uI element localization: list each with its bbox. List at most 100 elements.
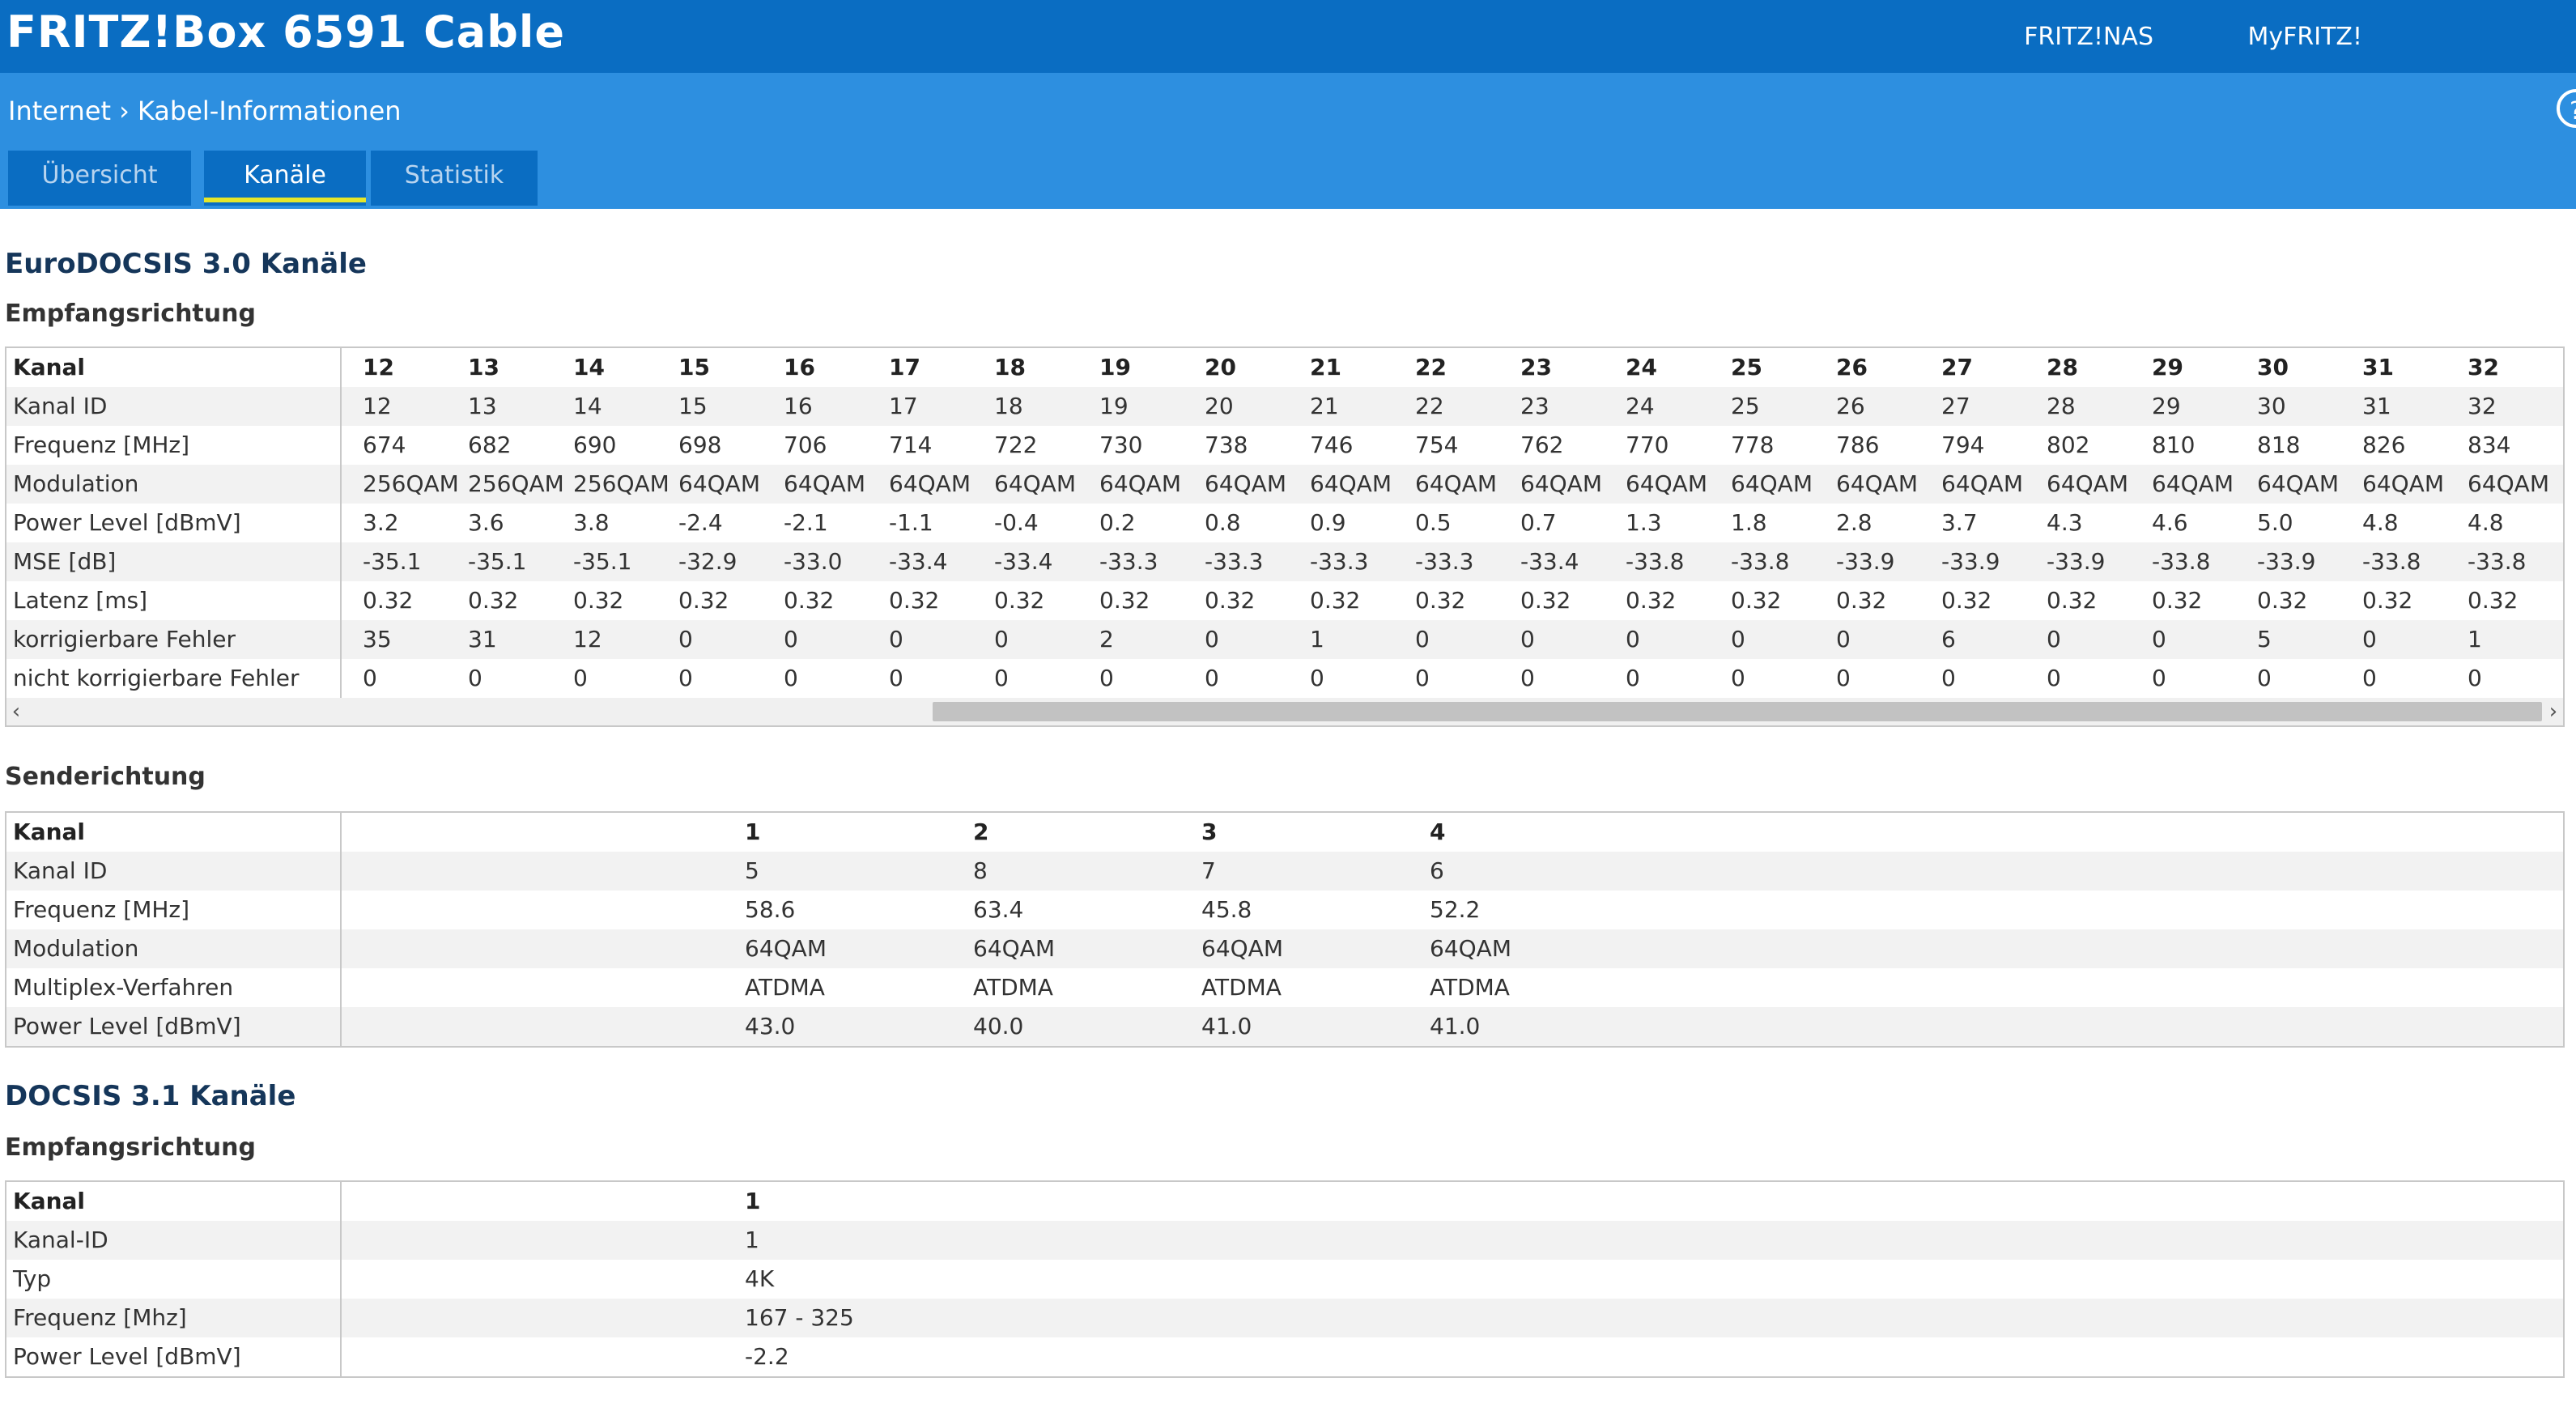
scrollbar-thumb[interactable] bbox=[933, 702, 2542, 721]
table-cell: 7 bbox=[1201, 857, 1216, 884]
table-cell: 31 bbox=[468, 626, 497, 653]
help-icon[interactable]: ? bbox=[2557, 89, 2576, 128]
table-cell: 0.32 bbox=[1626, 587, 1677, 614]
table-cell: 24 bbox=[1626, 393, 1655, 419]
table-row: Typ 4K bbox=[6, 1260, 2563, 1299]
table-cell: 0 bbox=[2468, 665, 2482, 691]
table-cell: 0 bbox=[2047, 626, 2061, 653]
row-label: Multiplex-Verfahren bbox=[6, 968, 342, 1007]
table-cell: 794 bbox=[1941, 432, 1985, 458]
table-cell: 0 bbox=[784, 626, 798, 653]
table-cell: 682 bbox=[468, 432, 512, 458]
table-cell: 0 bbox=[363, 665, 377, 691]
tab-statistik[interactable]: Statistik bbox=[371, 151, 538, 206]
table-cell: 0 bbox=[784, 665, 798, 691]
table-cell: 64QAM bbox=[2362, 470, 2444, 497]
tab-kanaele[interactable]: Kanäle bbox=[204, 151, 366, 206]
table-cell: -32.9 bbox=[678, 548, 738, 575]
table-cell: 0.32 bbox=[994, 587, 1045, 614]
table-cell: -33.3 bbox=[1205, 548, 1264, 575]
row-label: MSE [dB] bbox=[6, 542, 342, 581]
table-cell: -33.3 bbox=[1099, 548, 1158, 575]
column-header: 25 bbox=[1731, 354, 1762, 381]
table-cell: 3.8 bbox=[573, 509, 610, 536]
column-header: 28 bbox=[2047, 354, 2078, 381]
myfritz-link[interactable]: MyFRITZ! bbox=[2247, 23, 2363, 51]
table-header-row: Kanal 1 bbox=[6, 1182, 2563, 1221]
table-cell: 4K bbox=[745, 1265, 775, 1292]
table-cell: 17 bbox=[889, 393, 918, 419]
table-cell: -2.2 bbox=[745, 1343, 789, 1370]
column-header: 18 bbox=[994, 354, 1026, 381]
table-row: Frequenz [MHz] 674 682 690 698 706 714 722 730 73… bbox=[6, 426, 2563, 465]
table-cell: 0 bbox=[573, 665, 588, 691]
docsis31-downstream-title: Empfangsrichtung bbox=[5, 1133, 256, 1162]
table-cell: 0.32 bbox=[2047, 587, 2098, 614]
table-cell: 6 bbox=[1941, 626, 1956, 653]
table-cell: 810 bbox=[2152, 432, 2196, 458]
table-cell: 754 bbox=[1415, 432, 1459, 458]
table-cell: 5 bbox=[2257, 626, 2272, 653]
table-cell: 2 bbox=[1099, 626, 1114, 653]
table-cell: -35.1 bbox=[363, 548, 422, 575]
table-cell: 45.8 bbox=[1201, 896, 1252, 923]
table-cell: 786 bbox=[1836, 432, 1880, 458]
docsis30-upstream-title: Senderichtung bbox=[5, 763, 206, 791]
row-label: Kanal-ID bbox=[6, 1221, 342, 1260]
table-cell: 0 bbox=[1626, 665, 1640, 691]
table-cell: 0.32 bbox=[2362, 587, 2413, 614]
table-cell: 64QAM bbox=[2047, 470, 2128, 497]
scroll-left-icon[interactable]: ‹ bbox=[11, 699, 21, 724]
horizontal-scrollbar[interactable]: ‹ › bbox=[6, 698, 2563, 725]
top-header: FRITZ!Box 6591 Cable FRITZ!NAS MyFRITZ! bbox=[0, 0, 2576, 73]
column-header: 31 bbox=[2362, 354, 2394, 381]
table-cell: -35.1 bbox=[573, 548, 632, 575]
table-cell: 826 bbox=[2362, 432, 2406, 458]
table-cell: 0 bbox=[1415, 626, 1430, 653]
tab-uebersicht[interactable]: Übersicht bbox=[8, 151, 191, 206]
column-header: 30 bbox=[2257, 354, 2289, 381]
scroll-right-icon[interactable]: › bbox=[2548, 699, 2558, 724]
table-cell: -33.9 bbox=[2047, 548, 2106, 575]
table-cell: 0 bbox=[1836, 626, 1851, 653]
fritznas-link[interactable]: FRITZ!NAS bbox=[2024, 23, 2153, 51]
row-label: Frequenz [Mhz] bbox=[6, 1299, 342, 1337]
table-cell: 3.2 bbox=[363, 509, 399, 536]
table-row: MSE [dB] -35.1 -35.1 -35.1 -32.9 -33.0 -33.4 -3… bbox=[6, 542, 2563, 581]
table-cell: 0 bbox=[1626, 626, 1640, 653]
table-cell: 41.0 bbox=[1201, 1013, 1252, 1039]
table-cell: 19 bbox=[1099, 393, 1129, 419]
table-cell: 64QAM bbox=[1430, 935, 1511, 962]
table-cell: -35.1 bbox=[468, 548, 527, 575]
table-cell: 0.7 bbox=[1520, 509, 1557, 536]
table-cell: 12 bbox=[573, 626, 602, 653]
row-label: Frequenz [MHz] bbox=[6, 891, 342, 929]
table-cell: 64QAM bbox=[1731, 470, 1813, 497]
table-cell: -33.9 bbox=[1836, 548, 1895, 575]
column-header: 3 bbox=[1201, 818, 1218, 845]
table-row: Frequenz [MHz] 58.6 63.4 45.8 52.2 bbox=[6, 891, 2563, 929]
table-cell: 64QAM bbox=[784, 470, 865, 497]
column-header: 15 bbox=[678, 354, 710, 381]
table-cell: 64QAM bbox=[994, 470, 1076, 497]
column-header: 12 bbox=[363, 354, 394, 381]
table-cell: 1 bbox=[2468, 626, 2482, 653]
row-label: Kanal ID bbox=[6, 387, 342, 426]
table-row: Power Level [dBmV] 3.2 3.6 3.8 -2.4 -2.1 -1.1 -… bbox=[6, 504, 2563, 542]
column-header: 22 bbox=[1415, 354, 1447, 381]
table-cell: 256QAM bbox=[468, 470, 564, 497]
table-cell: 16 bbox=[784, 393, 813, 419]
table-cell: 0 bbox=[678, 626, 693, 653]
table-cell: -1.1 bbox=[889, 509, 933, 536]
table-cell: 23 bbox=[1520, 393, 1549, 419]
table-cell: -33.4 bbox=[889, 548, 948, 575]
table-row: nicht korrigierbare Fehler 0 0 0 0 0 0 0 0 0 0 0 0 0 0… bbox=[6, 659, 2563, 698]
column-header: 32 bbox=[2468, 354, 2499, 381]
column-header: 23 bbox=[1520, 354, 1552, 381]
table-cell: 746 bbox=[1310, 432, 1354, 458]
table-cell: 0.8 bbox=[1205, 509, 1241, 536]
column-header: 19 bbox=[1099, 354, 1131, 381]
row-label: Kanal ID bbox=[6, 852, 342, 891]
breadcrumb-internet[interactable]: Internet bbox=[8, 96, 112, 126]
table-cell: 738 bbox=[1205, 432, 1248, 458]
